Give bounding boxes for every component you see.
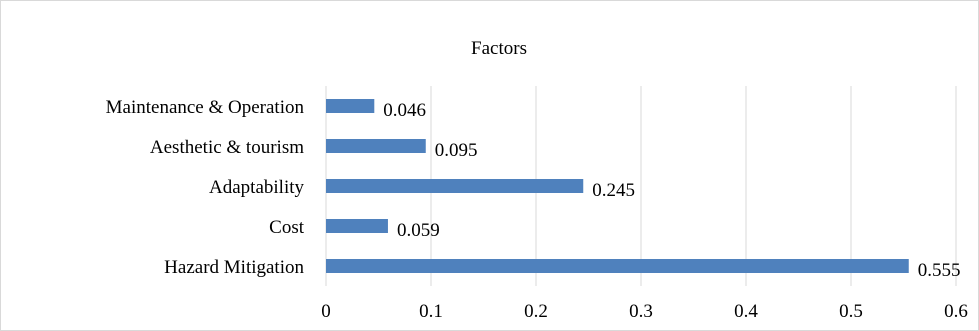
category-labels: Maintenance & Operation Aesthetic & touri… — [106, 97, 305, 278]
x-tick-label: 0.5 — [839, 301, 863, 322]
x-axis-tick-labels: 0 0.1 0.2 0.3 0.4 0.5 0.6 — [321, 301, 968, 322]
data-label: 0.059 — [397, 220, 440, 241]
bars — [326, 99, 909, 273]
x-tick-label: 0.4 — [734, 301, 758, 322]
bar — [326, 99, 375, 113]
bar — [326, 219, 388, 233]
data-label: 0.046 — [383, 100, 426, 121]
category-label: Aesthetic & tourism — [150, 137, 304, 158]
x-tick-label: 0.1 — [419, 301, 443, 322]
bar — [326, 179, 584, 193]
category-label: Adaptability — [209, 177, 304, 198]
chart-title: Factors — [471, 38, 527, 59]
data-label: 0.245 — [592, 180, 635, 201]
x-tick-label: 0.3 — [629, 301, 653, 322]
category-label: Cost — [269, 217, 305, 238]
x-tick-label: 0 — [321, 301, 331, 322]
bar — [326, 139, 426, 153]
data-label: 0.555 — [918, 260, 961, 281]
x-tick-label: 0.6 — [944, 301, 968, 322]
x-tick-label: 0.2 — [524, 301, 548, 322]
data-labels: 0.046 0.095 0.245 0.059 0.555 — [383, 100, 960, 281]
category-label: Hazard Mitigation — [164, 257, 304, 278]
category-label: Maintenance & Operation — [106, 97, 305, 118]
bar — [326, 259, 909, 273]
data-label: 0.095 — [435, 140, 478, 161]
